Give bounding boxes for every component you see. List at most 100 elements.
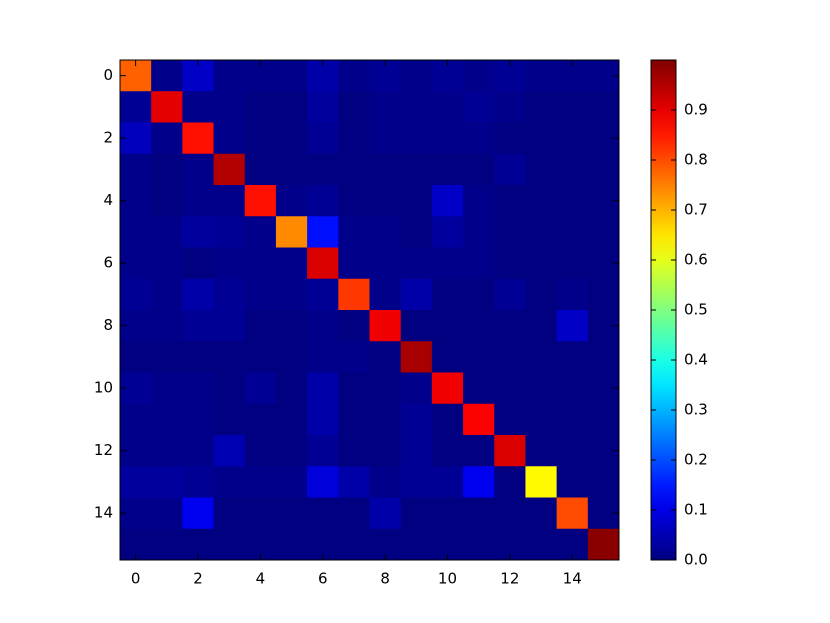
cell xyxy=(213,216,246,248)
x-tick-label: 10 xyxy=(438,570,457,588)
cell xyxy=(525,372,558,405)
cell xyxy=(338,185,370,217)
cell xyxy=(338,247,370,280)
cell xyxy=(525,185,558,217)
cell xyxy=(213,310,246,342)
cell xyxy=(307,466,339,498)
cell xyxy=(400,403,433,436)
colorbar-tick-label: 0.3 xyxy=(684,401,708,419)
cell xyxy=(463,153,495,186)
cell xyxy=(556,466,589,498)
cell xyxy=(275,310,308,342)
cell xyxy=(213,278,246,311)
cell xyxy=(525,60,558,92)
cell xyxy=(244,216,277,248)
cell xyxy=(369,247,402,280)
cell xyxy=(182,247,215,280)
cell xyxy=(213,497,246,530)
cell xyxy=(400,216,433,248)
cell xyxy=(275,216,308,248)
y-tick-label: 4 xyxy=(103,191,113,209)
cell xyxy=(338,310,370,342)
cell xyxy=(369,403,402,436)
cell xyxy=(275,466,308,498)
cell xyxy=(213,372,246,405)
colorbar-tick-label: 0.7 xyxy=(684,201,708,219)
cell xyxy=(431,310,464,342)
cell xyxy=(494,341,526,373)
cell xyxy=(244,122,277,155)
cell xyxy=(494,91,526,123)
cell xyxy=(431,372,464,405)
cell xyxy=(338,122,370,155)
cell xyxy=(463,216,495,248)
cell xyxy=(556,310,589,342)
cell xyxy=(400,247,433,280)
cell xyxy=(338,372,370,405)
cell xyxy=(275,528,308,561)
cell xyxy=(431,153,464,186)
cell xyxy=(120,466,152,498)
cell xyxy=(244,497,277,530)
cell xyxy=(244,247,277,280)
cell xyxy=(587,403,620,436)
cell xyxy=(400,310,433,342)
cell xyxy=(525,341,558,373)
cell xyxy=(182,91,215,123)
y-tick-label: 6 xyxy=(103,254,113,272)
cell xyxy=(369,153,402,186)
cell xyxy=(431,247,464,280)
cell xyxy=(525,122,558,155)
colorbar-tick-label: 0.6 xyxy=(684,251,708,269)
cell xyxy=(151,372,183,405)
cell xyxy=(463,278,495,311)
cell xyxy=(431,122,464,155)
cell xyxy=(120,403,152,436)
cell xyxy=(213,341,246,373)
cell xyxy=(587,466,620,498)
cell xyxy=(525,528,558,561)
cell xyxy=(431,216,464,248)
x-tick-label: 2 xyxy=(193,570,203,588)
cell xyxy=(400,91,433,123)
cell xyxy=(369,278,402,311)
cell xyxy=(307,310,339,342)
cell xyxy=(275,372,308,405)
y-tick-label: 0 xyxy=(103,66,113,84)
cell xyxy=(182,310,215,342)
cell xyxy=(244,341,277,373)
cell xyxy=(307,497,339,530)
cell xyxy=(182,403,215,436)
cell xyxy=(213,185,246,217)
cell xyxy=(338,91,370,123)
cell xyxy=(275,91,308,123)
y-tick-label: 14 xyxy=(94,504,113,522)
cell xyxy=(400,60,433,92)
x-tick-label: 4 xyxy=(256,570,266,588)
cell xyxy=(213,153,246,186)
cell xyxy=(307,91,339,123)
colorbar-tick-label: 0.2 xyxy=(684,451,708,469)
cell xyxy=(244,466,277,498)
colorbar-tick-label: 0.8 xyxy=(684,151,708,169)
cell xyxy=(213,528,246,561)
cell xyxy=(369,435,402,467)
cell xyxy=(120,278,152,311)
cell xyxy=(213,435,246,467)
cell xyxy=(587,528,620,561)
cell xyxy=(525,310,558,342)
cell xyxy=(463,185,495,217)
cell xyxy=(525,497,558,530)
cell xyxy=(463,247,495,280)
cell xyxy=(400,122,433,155)
cell xyxy=(400,153,433,186)
colorbar-tick-label: 0.4 xyxy=(684,351,708,369)
colorbar-tick-label: 0.5 xyxy=(684,301,708,319)
cell xyxy=(151,403,183,436)
cell xyxy=(275,435,308,467)
cell xyxy=(151,310,183,342)
cell xyxy=(400,341,433,373)
cell xyxy=(151,60,183,92)
cell xyxy=(494,403,526,436)
